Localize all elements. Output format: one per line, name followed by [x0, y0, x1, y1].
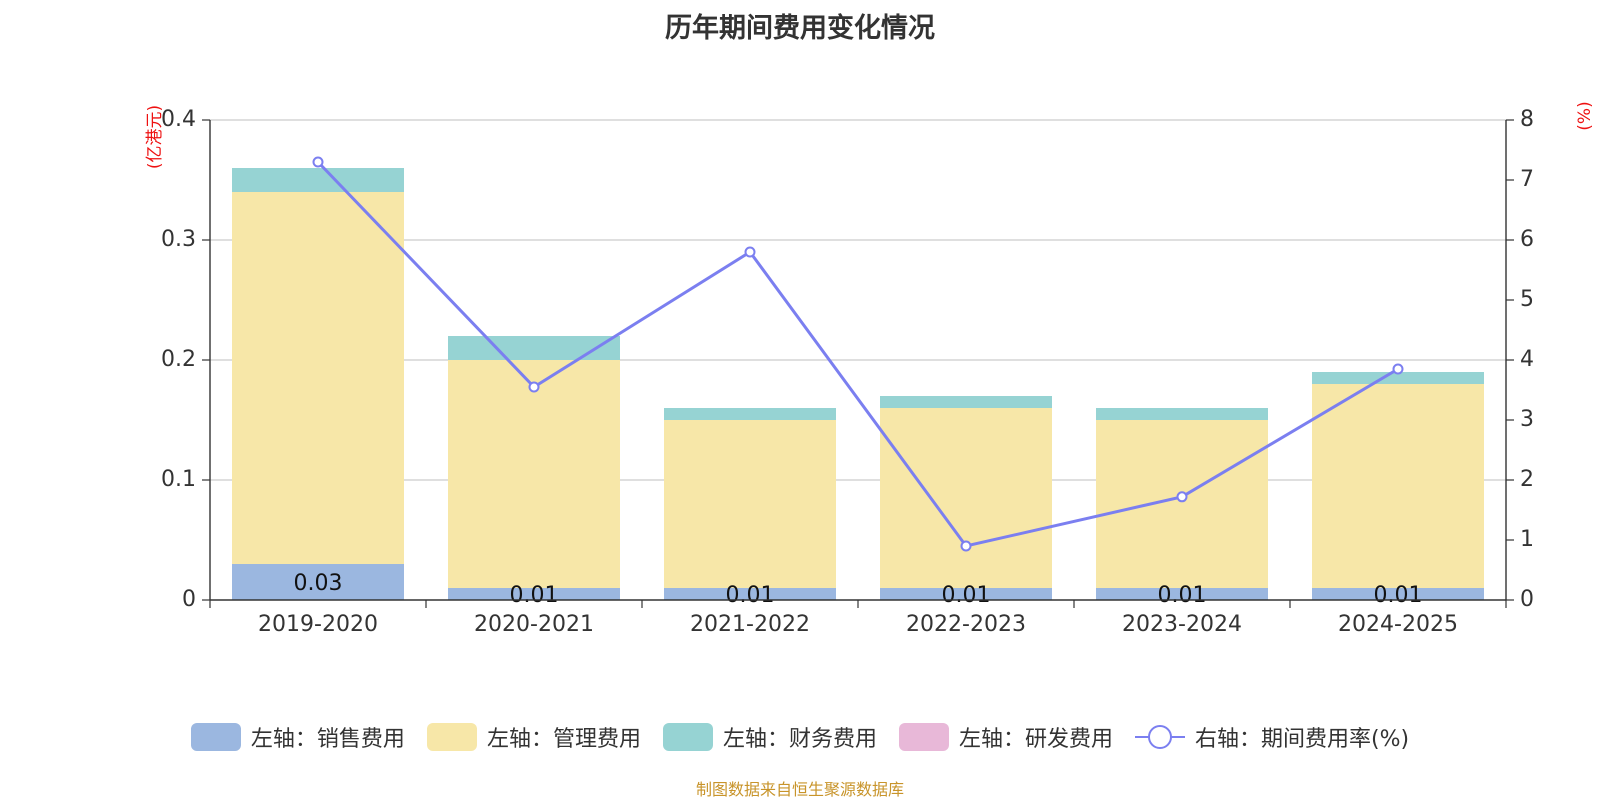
bar-segment: [232, 192, 404, 564]
bar-segment: [1312, 384, 1484, 588]
legend-swatch-rd: [898, 723, 949, 751]
bar-segment: [1096, 408, 1268, 420]
bar-series: [232, 168, 1484, 600]
legend-label-finance: 左轴：财务费用: [722, 727, 877, 752]
left-tick-label: 0.1: [161, 467, 196, 492]
bar-segment: [880, 396, 1052, 408]
left-tick-label: 0.2: [161, 347, 196, 372]
left-tick-label: 0.4: [161, 107, 196, 132]
bar-segment: [448, 360, 620, 588]
right-tick-label: 2: [1520, 467, 1534, 492]
legend-label-admin: 左轴：管理费用: [486, 727, 641, 752]
legend-item-sales[interactable]: 左轴：销售费用: [190, 721, 405, 753]
rate-point: [528, 381, 540, 393]
bar-segment: [880, 408, 1052, 588]
legend-item-rd[interactable]: 左轴：研发费用: [898, 721, 1113, 753]
legend-item-finance[interactable]: 左轴：财务费用: [662, 721, 877, 753]
bar-data-label: 0.03: [294, 571, 343, 596]
bar-data-label: 0.01: [1158, 583, 1207, 608]
legend-item-rate[interactable]: 右轴：期间费用率(%): [1134, 721, 1410, 753]
right-tick-label: 1: [1520, 527, 1534, 552]
bar-segment: [232, 168, 404, 192]
right-axis-unit-label: (%): [1575, 101, 1595, 130]
x-tick-label: 2021-2022: [690, 612, 810, 637]
rate-point: [960, 540, 972, 552]
left-tick-label: 0: [182, 587, 196, 612]
rate-point: [744, 246, 756, 258]
bar-segment: [1312, 372, 1484, 384]
x-tick-label: 2024-2025: [1338, 612, 1458, 637]
legend-label-sales: 左轴：销售费用: [250, 727, 405, 752]
bar-segment: [664, 408, 836, 420]
right-tick-label: 7: [1520, 167, 1534, 192]
legend-label-rd: 左轴：研发费用: [958, 727, 1113, 752]
bar-data-labels: 0.03 0.01 0.01 0.01 0.01 0.01: [294, 571, 1423, 608]
bar-segment: [664, 588, 836, 600]
x-tick-label: 2022-2023: [906, 612, 1026, 637]
bar-segment: [1312, 588, 1484, 600]
legend-item-admin[interactable]: 左轴：管理费用: [426, 721, 641, 753]
tick-labels: 0 0.1 0.2 0.3 0.4 0 1 2 3 4 5 6 7 8 2019-2020 2020-2021…: [161, 107, 1534, 637]
legend-label-rate: 右轴：期间费用率(%): [1194, 727, 1410, 752]
data-source-note: 制图数据来自恒生聚源数据库: [695, 780, 904, 799]
right-tick-label: 5: [1520, 287, 1534, 312]
legend-swatch-admin: [426, 723, 477, 751]
rate-point: [1176, 491, 1188, 503]
legend: 左轴：销售费用 左轴：管理费用 左轴：财务费用 左轴：研发费用 右轴：期间费用率…: [0, 717, 1600, 757]
bar-data-label: 0.01: [510, 583, 559, 608]
rate-point: [1392, 363, 1404, 375]
rate-line-series: [312, 156, 1404, 552]
legend-swatch-rate: [1134, 723, 1185, 751]
legend-swatch-sales: [190, 723, 241, 751]
bar-segment: [664, 420, 836, 588]
chart-title: 历年期间费用变化情况: [665, 13, 935, 44]
bar-segment: [232, 564, 404, 600]
bar-data-label: 0.01: [1374, 583, 1423, 608]
right-tick-label: 3: [1520, 407, 1534, 432]
bar-segment: [880, 588, 1052, 600]
right-tick-label: 6: [1520, 227, 1534, 252]
rate-line: [316, 160, 1399, 548]
bar-data-label: 0.01: [942, 583, 991, 608]
bar-data-label: 0.01: [726, 583, 775, 608]
right-tick-label: 8: [1520, 107, 1534, 132]
right-tick-label: 4: [1520, 347, 1534, 372]
axes: [202, 119, 1514, 608]
bar-segment: [1096, 420, 1268, 588]
bar-segment: [1096, 588, 1268, 600]
left-tick-label: 0.3: [161, 227, 196, 252]
rate-point: [312, 156, 324, 168]
bar-segment: [448, 336, 620, 360]
x-tick-label: 2020-2021: [474, 612, 594, 637]
right-tick-label: 0: [1520, 587, 1534, 612]
left-axis-unit-label: (亿港元): [145, 105, 165, 169]
grid-lines: [210, 119, 1506, 481]
chart-canvas: 0.03 0.01 0.01 0.01 0.01 0.01 0 0.1 0.2 0.3 0.4 0 1…: [145, 101, 1595, 637]
bar-segment: [448, 588, 620, 600]
x-tick-label: 2023-2024: [1122, 612, 1242, 637]
x-tick-label: 2019-2020: [258, 612, 378, 637]
legend-swatch-finance: [662, 723, 713, 751]
